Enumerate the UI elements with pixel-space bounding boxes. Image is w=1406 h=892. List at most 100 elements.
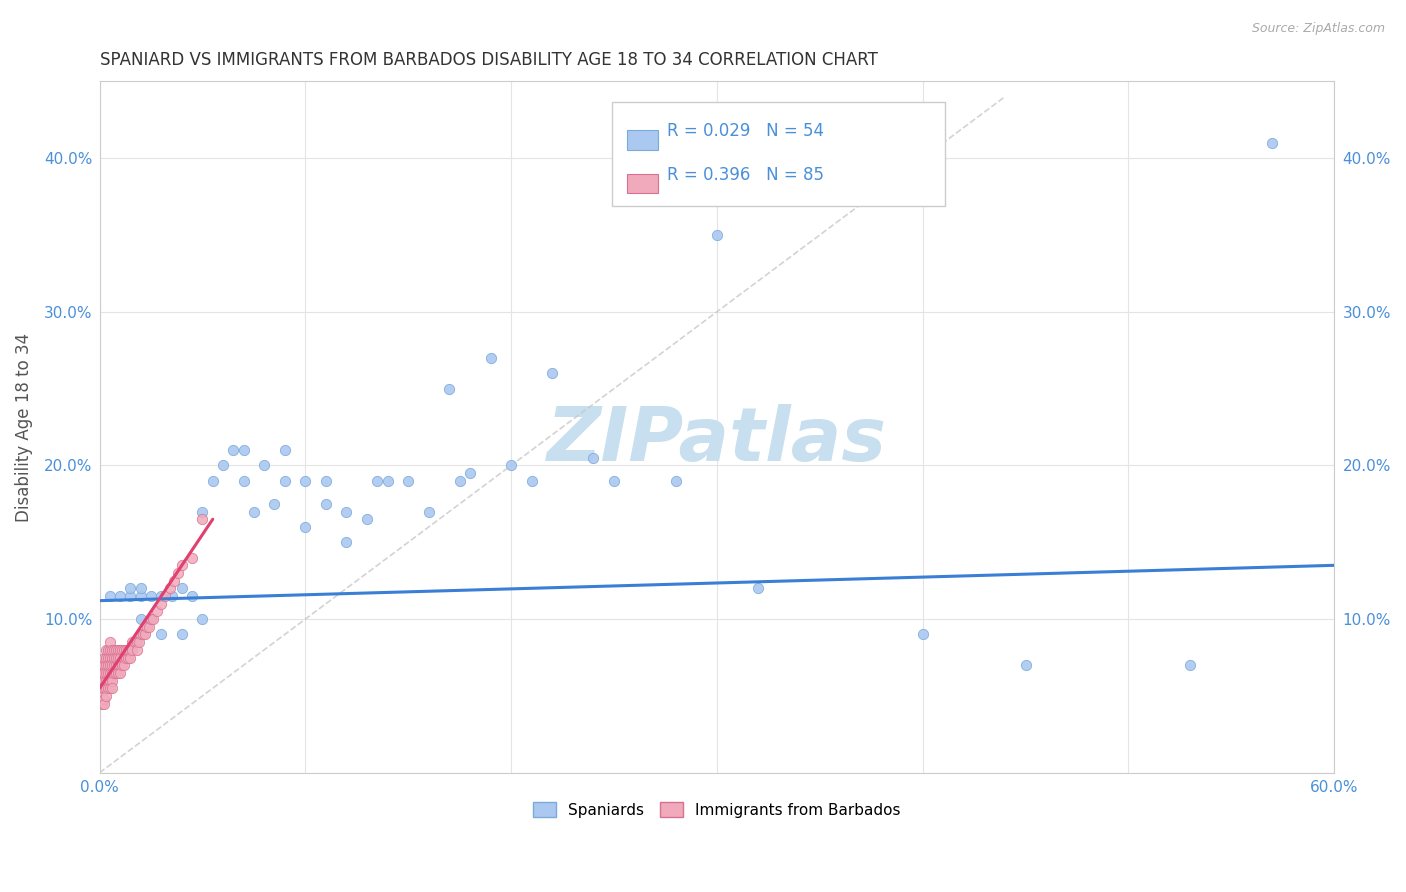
Point — [458, 466, 481, 480]
Point — [97, 681, 120, 696]
Point — [125, 643, 148, 657]
Point — [501, 458, 523, 473]
Point — [105, 643, 128, 657]
Point — [98, 673, 121, 688]
Point — [94, 673, 117, 688]
Point — [94, 681, 117, 696]
Point — [135, 620, 157, 634]
Point — [97, 650, 120, 665]
Point — [129, 589, 152, 603]
Point — [170, 627, 193, 641]
Text: Source: ZipAtlas.com: Source: ZipAtlas.com — [1251, 22, 1385, 36]
Point — [101, 650, 124, 665]
Point — [129, 582, 152, 596]
Point — [108, 658, 131, 673]
Point — [121, 635, 143, 649]
Point — [101, 658, 124, 673]
Point — [107, 658, 129, 673]
Point — [1014, 658, 1036, 673]
Point — [98, 635, 121, 649]
Point — [101, 681, 124, 696]
Point — [170, 558, 193, 573]
Point — [111, 658, 134, 673]
Point — [315, 497, 337, 511]
Point — [97, 665, 120, 680]
Point — [101, 643, 124, 657]
Point — [112, 658, 135, 673]
Point — [103, 643, 125, 657]
Point — [1261, 136, 1284, 150]
Point — [139, 589, 162, 603]
Point — [159, 582, 181, 596]
Point — [191, 512, 214, 526]
Point — [541, 366, 564, 380]
Point — [449, 474, 471, 488]
Point — [128, 635, 150, 649]
Point — [747, 582, 769, 596]
Point — [335, 504, 357, 518]
Point — [121, 643, 143, 657]
Point — [243, 504, 266, 518]
Point — [105, 650, 128, 665]
Point — [115, 650, 138, 665]
Point — [97, 673, 120, 688]
Point — [108, 650, 131, 665]
Text: R = 0.396   N = 85: R = 0.396 N = 85 — [668, 166, 824, 184]
Point — [124, 635, 146, 649]
Point — [911, 627, 934, 641]
Point — [1178, 658, 1201, 673]
Point — [98, 665, 121, 680]
Point — [120, 643, 142, 657]
Point — [132, 627, 155, 641]
Point — [166, 566, 188, 580]
Point — [155, 589, 177, 603]
Point — [479, 351, 502, 365]
Point — [139, 612, 162, 626]
FancyBboxPatch shape — [627, 174, 658, 194]
Point — [90, 681, 112, 696]
Point — [98, 650, 121, 665]
Point — [97, 658, 120, 673]
Point — [94, 665, 117, 680]
Point — [108, 589, 131, 603]
Point — [108, 665, 131, 680]
Point — [294, 474, 316, 488]
FancyBboxPatch shape — [627, 130, 658, 150]
Text: R = 0.029   N = 54: R = 0.029 N = 54 — [668, 122, 824, 140]
Point — [294, 520, 316, 534]
Point — [706, 227, 728, 242]
Point — [105, 658, 128, 673]
Point — [94, 650, 117, 665]
Point — [101, 665, 124, 680]
Point — [90, 665, 112, 680]
Point — [129, 612, 152, 626]
Legend: Spaniards, Immigrants from Barbados: Spaniards, Immigrants from Barbados — [527, 796, 907, 824]
Point — [94, 643, 117, 657]
Point — [138, 620, 160, 634]
Point — [117, 650, 139, 665]
Point — [94, 689, 117, 703]
Point — [115, 643, 138, 657]
Point — [103, 665, 125, 680]
Point — [665, 474, 688, 488]
Point — [107, 650, 129, 665]
Point — [103, 650, 125, 665]
Point — [101, 673, 124, 688]
Point — [181, 550, 204, 565]
Point — [274, 474, 297, 488]
Point — [232, 474, 254, 488]
Point — [335, 535, 357, 549]
Point — [146, 604, 169, 618]
Point — [93, 697, 115, 711]
Point — [120, 650, 142, 665]
Point — [90, 697, 112, 711]
Point — [103, 658, 125, 673]
Point — [142, 612, 165, 626]
Point — [107, 643, 129, 657]
Point — [212, 458, 235, 473]
Point — [93, 692, 115, 706]
Point — [439, 382, 461, 396]
Point — [93, 650, 115, 665]
Point — [112, 643, 135, 657]
Point — [93, 673, 115, 688]
